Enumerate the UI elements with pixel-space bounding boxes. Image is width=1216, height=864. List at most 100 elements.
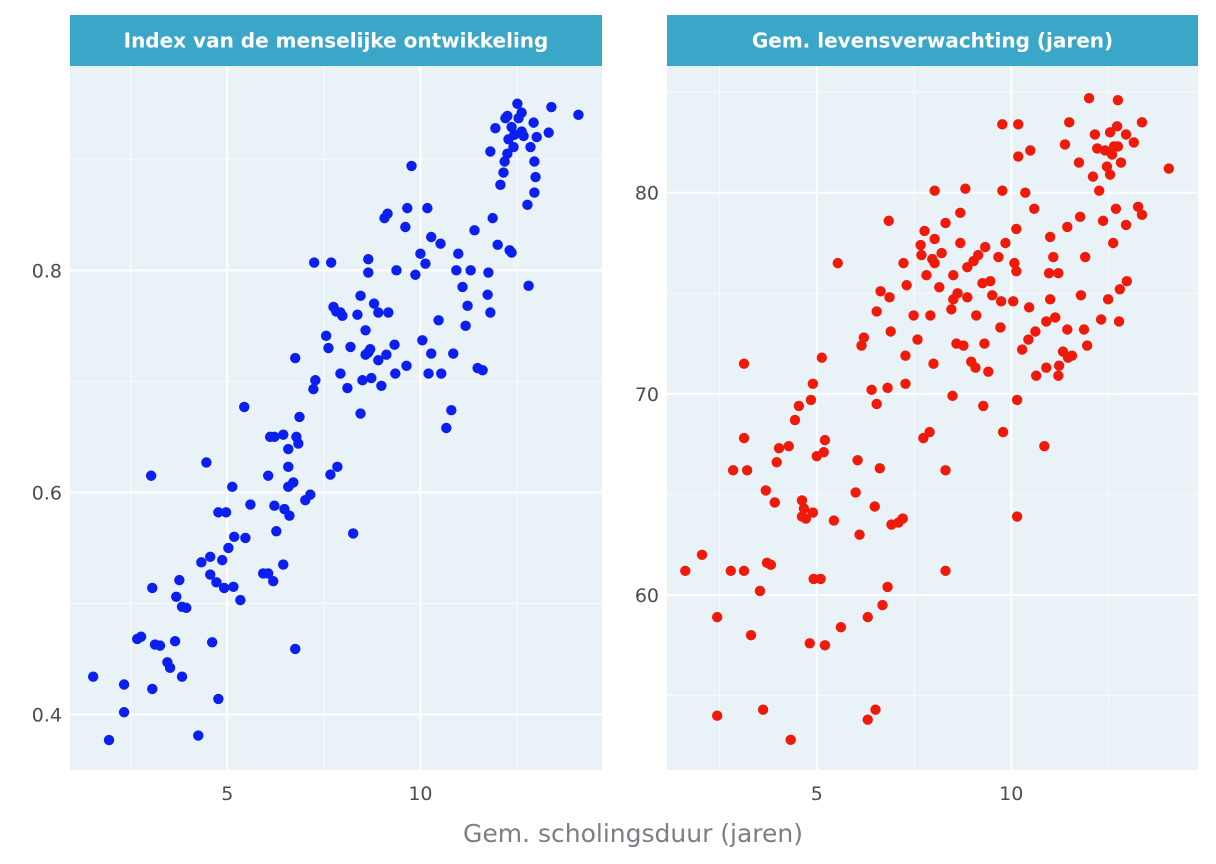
data-point (103, 734, 115, 746)
data-point (293, 438, 304, 449)
data-point (858, 332, 870, 343)
data-point (866, 384, 877, 396)
data-point (118, 679, 130, 690)
data-point (245, 499, 256, 510)
x-tick-label: 5 (221, 783, 233, 805)
data-point (482, 289, 493, 300)
data-point (727, 465, 739, 476)
data-point (337, 310, 348, 322)
data-point (342, 382, 353, 394)
data-point (410, 269, 421, 280)
data-point (228, 531, 240, 543)
data-point (1043, 267, 1055, 279)
data-point (1120, 129, 1132, 140)
data-point (1059, 139, 1071, 150)
data-point (997, 426, 1009, 438)
data-point (516, 107, 527, 118)
data-point (1044, 294, 1056, 305)
data-point (1093, 185, 1105, 196)
data-point (240, 532, 251, 544)
data-point (368, 298, 380, 309)
data-point (1112, 94, 1124, 106)
data-point (487, 212, 498, 224)
data-point (506, 121, 517, 133)
data-point (420, 258, 431, 269)
data-point (818, 446, 829, 458)
data-point (235, 594, 246, 606)
data-point (492, 239, 503, 250)
panel-hdi: Index van de menselijke ontwikkeling 5 10 0… (32, 15, 602, 805)
y-tick-label: 0.8 (32, 260, 62, 282)
data-point (1013, 119, 1024, 130)
data-point (1081, 340, 1093, 351)
data-point (518, 130, 529, 142)
data-point (145, 470, 157, 481)
y-tick-label: 70 (635, 384, 659, 406)
data-point (1089, 129, 1101, 140)
data-point (1113, 316, 1125, 327)
y-tick-label: 0.6 (32, 482, 62, 504)
data-point (1120, 219, 1132, 231)
data-point (217, 554, 228, 566)
data-point (284, 510, 295, 521)
data-point (882, 382, 893, 394)
data-point (218, 582, 230, 594)
data-point (498, 167, 509, 178)
data-point (1011, 511, 1023, 522)
data-point (955, 207, 966, 219)
data-point (483, 267, 494, 278)
data-point (499, 156, 510, 167)
data-point (523, 280, 534, 292)
data-point (383, 307, 394, 318)
data-point (529, 187, 540, 198)
data-point (807, 507, 819, 518)
data-point (366, 372, 377, 384)
data-point (305, 489, 316, 500)
data-point (325, 257, 337, 268)
data-point (381, 349, 392, 360)
data-point (205, 551, 216, 563)
data-point (940, 565, 951, 577)
data-point (925, 310, 936, 321)
data-point (1029, 203, 1040, 215)
data-point (308, 257, 320, 268)
data-point (1009, 257, 1020, 269)
data-point (271, 526, 282, 537)
data-point (1095, 314, 1107, 325)
data-point (1011, 394, 1023, 406)
data-point (1097, 215, 1109, 227)
data-point (345, 341, 356, 353)
data-point (1053, 370, 1064, 381)
data-point (680, 565, 691, 577)
data-point (290, 643, 301, 655)
data-point (1132, 201, 1144, 212)
data-point (1044, 231, 1056, 243)
data-point (288, 477, 299, 488)
data-point (862, 611, 873, 623)
data-point (355, 408, 366, 419)
data-point (1110, 203, 1122, 215)
plot-panel (70, 66, 602, 770)
data-point (512, 98, 523, 109)
data-point (435, 238, 446, 249)
data-point (871, 306, 882, 317)
data-point (832, 257, 843, 269)
data-point (382, 208, 393, 219)
data-point (1023, 334, 1034, 345)
data-point (531, 131, 542, 143)
data-point (789, 414, 801, 426)
data-point (147, 683, 158, 695)
data-point (738, 432, 750, 444)
data-point (862, 714, 873, 725)
data-point (946, 304, 957, 315)
data-point (936, 247, 947, 259)
data-point (800, 513, 812, 524)
data-point (415, 248, 426, 259)
data-point (898, 257, 909, 269)
data-point (738, 565, 750, 577)
data-point (1106, 149, 1118, 160)
data-point (970, 362, 981, 373)
data-point (546, 101, 557, 113)
data-point (835, 621, 847, 633)
